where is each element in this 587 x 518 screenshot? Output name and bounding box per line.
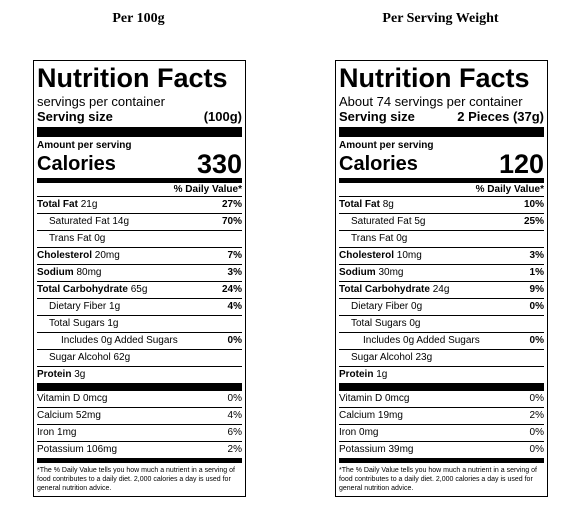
nutrient-row-trans-fat: Trans Fat 0g	[339, 231, 544, 248]
footnote: *The % Daily Value tells you how much a …	[339, 467, 537, 492]
thick-divider	[339, 127, 544, 137]
vitamin-row-vitamin-d: Vitamin D 0mcg 0%	[37, 391, 242, 408]
calories-value: 120	[498, 149, 544, 179]
calories-label: Calories	[339, 153, 418, 175]
vitamin-row-potassium: Potassium 106mg 2%	[37, 444, 242, 455]
daily-value-header: % Daily Value*	[37, 183, 242, 197]
amount-per-serving: Amount per serving	[339, 140, 434, 151]
nutrient-row-saturated-fat: Saturated Fat 5g 25%	[339, 214, 544, 231]
nutrition-label-per-serving: Nutrition Facts About 74 servings per co…	[335, 60, 548, 497]
medium-divider	[37, 178, 242, 183]
nutrient-row-sugar-alcohol: Sugar Alcohol 62g	[37, 350, 242, 367]
thick-divider	[339, 383, 544, 391]
medium-divider	[37, 458, 242, 463]
serving-size-value: 2 Pieces (37g)	[457, 109, 544, 124]
nutrient-row-cholesterol: Cholesterol 20mg 7%	[37, 248, 242, 265]
medium-divider	[339, 178, 544, 183]
calories-value: 330	[196, 149, 242, 179]
calories-row: Calories 120	[339, 149, 544, 179]
nutrient-row-total-carbohydrate: Total Carbohydrate 24g 9%	[339, 282, 544, 299]
vitamin-row-calcium: Calcium 19mg 2%	[339, 408, 544, 425]
per-serving-heading: Per Serving Weight	[382, 11, 499, 26]
nutrient-row-sugar-alcohol: Sugar Alcohol 23g	[339, 350, 544, 367]
nutrient-row-cholesterol: Cholesterol 10mg 3%	[339, 248, 544, 265]
nutrient-row-total-sugars: Total Sugars 0g	[339, 316, 544, 333]
nutrient-row-saturated-fat: Saturated Fat 14g 70%	[37, 214, 242, 231]
label-title: Nutrition Facts	[339, 63, 530, 93]
calories-label: Calories	[37, 153, 116, 175]
serving-size-row: Serving size 2 Pieces (37g)	[339, 109, 544, 124]
nutrient-row-added-sugars: Includes 0g Added Sugars 0%	[37, 333, 242, 350]
daily-value-header: % Daily Value*	[339, 183, 544, 197]
amount-per-serving: Amount per serving	[37, 140, 132, 151]
servings-per-container: About 74 servings per container	[339, 94, 523, 109]
nutrient-row-sodium: Sodium 30mg 1%	[339, 265, 544, 282]
vitamin-row-potassium: Potassium 39mg 0%	[339, 444, 544, 455]
thick-divider	[37, 127, 242, 137]
serving-size-label: Serving size	[339, 109, 415, 124]
per-100g-heading: Per 100g	[112, 11, 165, 26]
nutrient-row-total-fat: Total Fat 21g 27%	[37, 197, 242, 214]
medium-divider	[339, 458, 544, 463]
servings-per-container: servings per container	[37, 94, 165, 109]
nutrient-row-total-carbohydrate: Total Carbohydrate 65g 24%	[37, 282, 242, 299]
nutrient-row-trans-fat: Trans Fat 0g	[37, 231, 242, 248]
serving-size-label: Serving size	[37, 109, 113, 124]
footnote: *The % Daily Value tells you how much a …	[37, 467, 235, 492]
vitamin-row-calcium: Calcium 52mg 4%	[37, 408, 242, 425]
nutrient-row-total-sugars: Total Sugars 1g	[37, 316, 242, 333]
calories-row: Calories 330	[37, 149, 242, 179]
serving-size-row: Serving size (100g)	[37, 109, 242, 124]
vitamin-row-iron: Iron 1mg 6%	[37, 425, 242, 442]
nutrient-row-protein: Protein 1g	[339, 369, 388, 380]
nutrient-row-dietary-fiber: Dietary Fiber 1g 4%	[37, 299, 242, 316]
nutrition-label-per-100g: Nutrition Facts servings per container S…	[33, 60, 246, 497]
vitamin-row-vitamin-d: Vitamin D 0mcg 0%	[339, 391, 544, 408]
nutrient-row-total-fat: Total Fat 8g 10%	[339, 197, 544, 214]
thick-divider	[37, 383, 242, 391]
nutrient-row-added-sugars: Includes 0g Added Sugars 0%	[339, 333, 544, 350]
vitamin-row-iron: Iron 0mg 0%	[339, 425, 544, 442]
serving-size-value: (100g)	[203, 109, 242, 124]
nutrient-row-protein: Protein 3g	[37, 369, 86, 380]
nutrient-row-sodium: Sodium 80mg 3%	[37, 265, 242, 282]
nutrient-row-dietary-fiber: Dietary Fiber 0g 0%	[339, 299, 544, 316]
label-title: Nutrition Facts	[37, 63, 228, 93]
